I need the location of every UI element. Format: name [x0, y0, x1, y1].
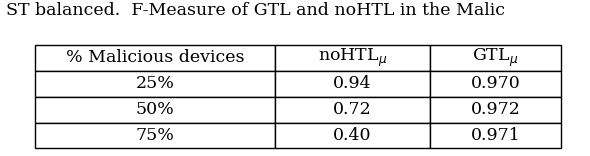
Text: ST balanced.  F-Measure of GTL and noHTL in the Malic: ST balanced. F-Measure of GTL and noHTL … [6, 2, 505, 19]
